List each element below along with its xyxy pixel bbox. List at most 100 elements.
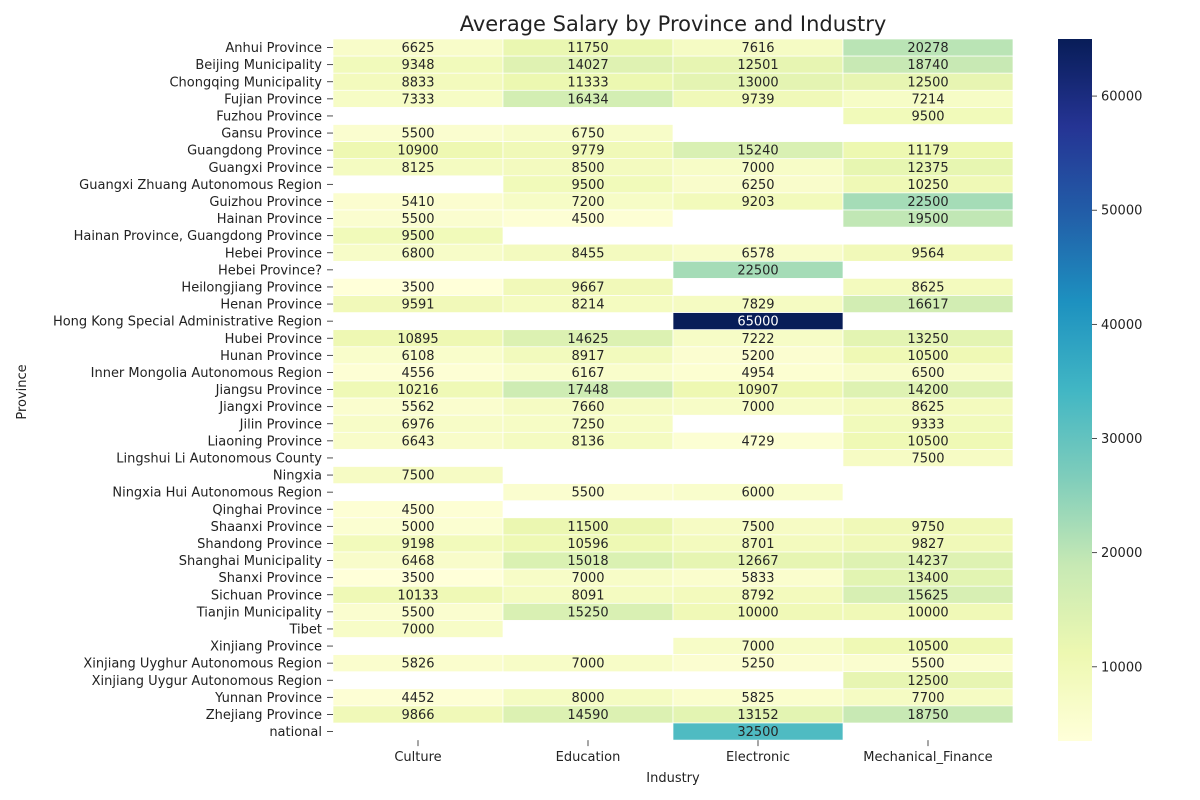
cell-value-label: 9591 — [401, 298, 434, 313]
cell-value-label: 4452 — [401, 691, 434, 706]
row-label: Liaoning Province — [207, 434, 322, 449]
row-label: Hainan Province, Guangdong Province — [74, 229, 322, 244]
cell-value-label: 10895 — [397, 332, 438, 347]
row-label: Inner Mongolia Autonomous Region — [91, 366, 322, 381]
cell-value-label: 16617 — [907, 298, 948, 313]
cell-value-label: 7250 — [571, 417, 604, 432]
colorbar-tick-label: 50000 — [1101, 204, 1142, 219]
cell-value-label: 13152 — [737, 708, 778, 723]
row-label: Tianjin Municipality — [196, 605, 323, 620]
cell-value-label: 9564 — [911, 246, 944, 261]
row-label: Guangdong Province — [187, 144, 322, 159]
cell-value-label: 7333 — [401, 92, 434, 107]
row-label: Hebei Province? — [218, 263, 322, 278]
row-label: Shanxi Province — [219, 571, 322, 586]
cell-value-label: 9827 — [911, 537, 944, 552]
cell-value-label: 6500 — [911, 366, 944, 381]
cell-value-label: 10250 — [907, 178, 948, 193]
cell-value-label: 15018 — [567, 554, 608, 569]
cell-value-label: 7000 — [741, 640, 774, 655]
cell-value-label: 5562 — [401, 400, 434, 415]
column-label: Culture — [394, 750, 441, 765]
cell-value-label: 11179 — [907, 144, 948, 159]
cell-value-label: 14237 — [907, 554, 948, 569]
row-label: Heilongjiang Province — [181, 280, 322, 295]
cell-value-label: 8917 — [571, 349, 604, 364]
cell-value-label: 9500 — [401, 229, 434, 244]
cell-value-label: 8833 — [401, 75, 434, 90]
row-label: Guizhou Province — [209, 195, 322, 210]
cell-value-label: 11500 — [567, 520, 608, 535]
cell-value-label: 32500 — [737, 725, 778, 740]
cell-value-label: 12375 — [907, 161, 948, 176]
cell-value-label: 7500 — [741, 520, 774, 535]
cell-value-label: 6167 — [571, 366, 604, 381]
cell-value-label: 8500 — [571, 161, 604, 176]
cell-value-label: 7000 — [571, 657, 604, 672]
cell-value-label: 10000 — [737, 605, 778, 620]
row-label: Xinjiang Uygur Autonomous Region — [92, 674, 322, 689]
cell-value-label: 7000 — [571, 571, 604, 586]
cell-value-label: 8701 — [741, 537, 774, 552]
row-label: Lingshui Li Autonomous County — [116, 451, 322, 466]
cell-value-label: 13000 — [737, 75, 778, 90]
row-label: Shandong Province — [197, 537, 322, 552]
heatmap-cell — [842, 602, 1014, 621]
cell-value-label: 19500 — [907, 212, 948, 227]
cell-value-label: 9500 — [571, 178, 604, 193]
cell-value-label: 6578 — [741, 246, 774, 261]
cell-value-label: 5500 — [571, 486, 604, 501]
cell-value-label: 9203 — [741, 195, 774, 210]
colorbar-tick-label: 30000 — [1101, 432, 1142, 447]
cell-value-label: 5826 — [401, 657, 434, 672]
row-label: Fujian Province — [224, 92, 322, 107]
cell-value-label: 9348 — [401, 58, 434, 73]
cell-value-label: 10500 — [907, 434, 948, 449]
cell-value-label: 14027 — [567, 58, 608, 73]
heatmap-cell — [502, 209, 674, 228]
colorbar-tick-label: 40000 — [1101, 318, 1142, 333]
row-label: Ningxia Hui Autonomous Region — [112, 486, 322, 501]
cell-value-label: 8792 — [741, 588, 774, 603]
heatmap-cell — [842, 243, 1014, 262]
heatmap-cell — [842, 449, 1014, 467]
heatmap-cell — [842, 705, 1014, 724]
cell-value-label: 7500 — [911, 451, 944, 466]
heatmap-cells — [332, 38, 1014, 741]
cell-value-label: 13400 — [907, 571, 948, 586]
cell-value-label: 12501 — [737, 58, 778, 73]
cell-value-label: 11750 — [567, 41, 608, 56]
row-label: Sichuan Province — [211, 588, 322, 603]
cell-value-label: 7660 — [571, 400, 604, 415]
colorbar-tick-label: 10000 — [1101, 660, 1142, 675]
cell-value-label: 7222 — [741, 332, 774, 347]
row-label: Hainan Province — [217, 212, 322, 227]
cell-value-label: 6643 — [401, 434, 434, 449]
heatmap-cell — [672, 260, 844, 279]
cell-value-label: 6250 — [741, 178, 774, 193]
cell-value-label: 12500 — [907, 674, 948, 689]
cell-value-label: 9750 — [911, 520, 944, 535]
cell-value-label: 7700 — [911, 691, 944, 706]
column-label: Electronic — [726, 750, 790, 765]
cell-value-label: 5500 — [401, 605, 434, 620]
cell-value-label: 8000 — [571, 691, 604, 706]
cell-value-label: 10596 — [567, 537, 608, 552]
cell-value-label: 14590 — [567, 708, 608, 723]
heatmap-cell — [672, 483, 844, 502]
row-label: Tibet — [289, 622, 323, 637]
cell-value-label: 5250 — [741, 657, 774, 672]
cell-value-label: 20278 — [907, 41, 948, 56]
row-label: Hebei Province — [225, 246, 322, 261]
row-label: Chongqing Municipality — [169, 75, 322, 90]
cell-value-label: 5500 — [911, 657, 944, 672]
row-label: Guangxi Province — [208, 161, 322, 176]
cell-value-label: 7200 — [571, 195, 604, 210]
cell-value-label: 17448 — [567, 383, 608, 398]
x-axis-title: Industry — [646, 771, 700, 786]
cell-value-label: 6750 — [571, 127, 604, 142]
cell-value-label: 6625 — [401, 41, 434, 56]
cell-value-label: 6000 — [741, 486, 774, 501]
row-label: Gansu Province — [221, 127, 322, 142]
cell-value-label: 5500 — [401, 127, 434, 142]
